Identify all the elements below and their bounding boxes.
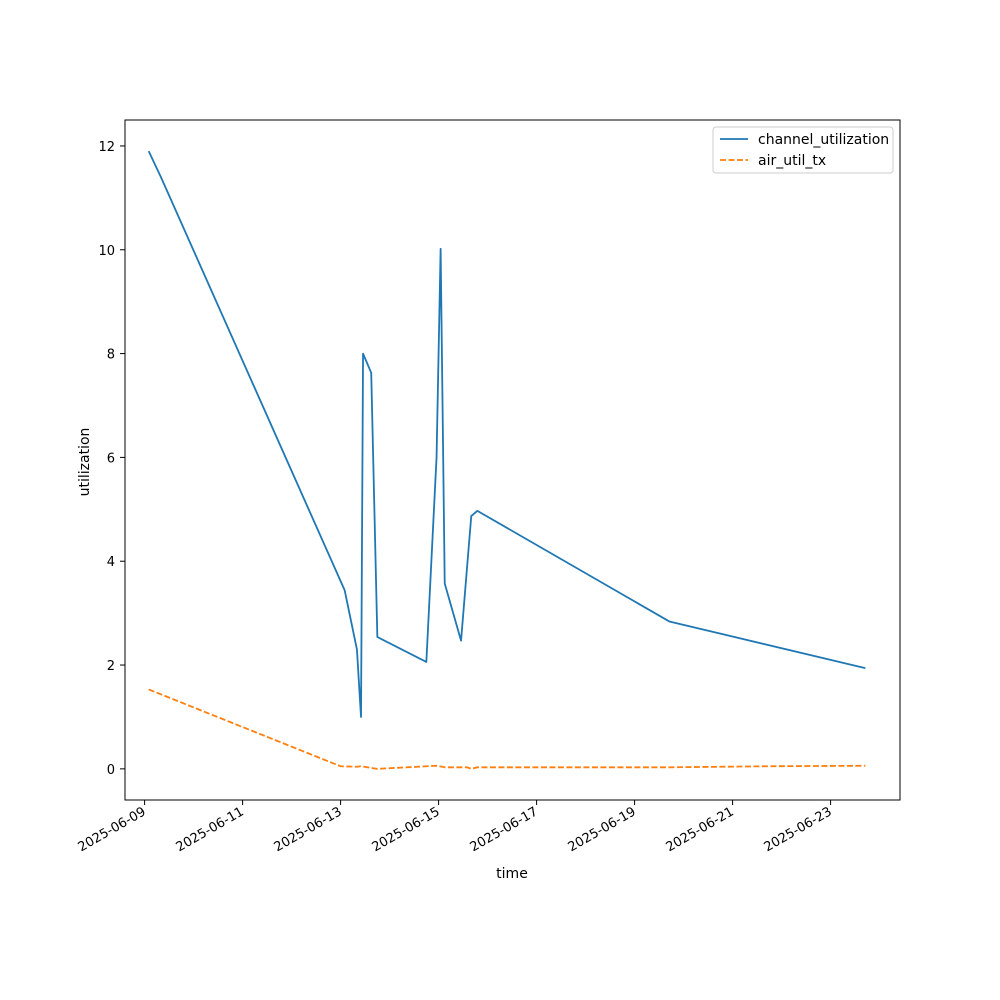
y-tick-label: 4 bbox=[107, 555, 115, 570]
legend-label-channel-utilization: channel_utilization bbox=[758, 132, 889, 148]
legend: channel_utilization air_util_tx bbox=[712, 126, 894, 174]
legend-label-air-util-tx: air_util_tx bbox=[758, 153, 826, 169]
series-line-channel-utilization bbox=[147, 150, 866, 718]
y-tick-label: 10 bbox=[98, 244, 115, 259]
y-tick-label: 2 bbox=[107, 659, 115, 674]
y-tick-label: 8 bbox=[107, 348, 115, 363]
legend-box bbox=[712, 126, 894, 174]
y-axis-label: utilization bbox=[77, 428, 93, 497]
series-line-air-util-tx bbox=[148, 688, 866, 770]
y-tick-label: 0 bbox=[107, 763, 115, 778]
y-tick-label: 6 bbox=[107, 451, 115, 466]
series-layer bbox=[147, 150, 866, 770]
y-tick-label: 12 bbox=[98, 140, 115, 155]
x-axis-label: time bbox=[496, 866, 528, 882]
plot-frame bbox=[124, 119, 901, 801]
y-axis: 0 2 4 6 8 10 12 bbox=[98, 140, 125, 778]
